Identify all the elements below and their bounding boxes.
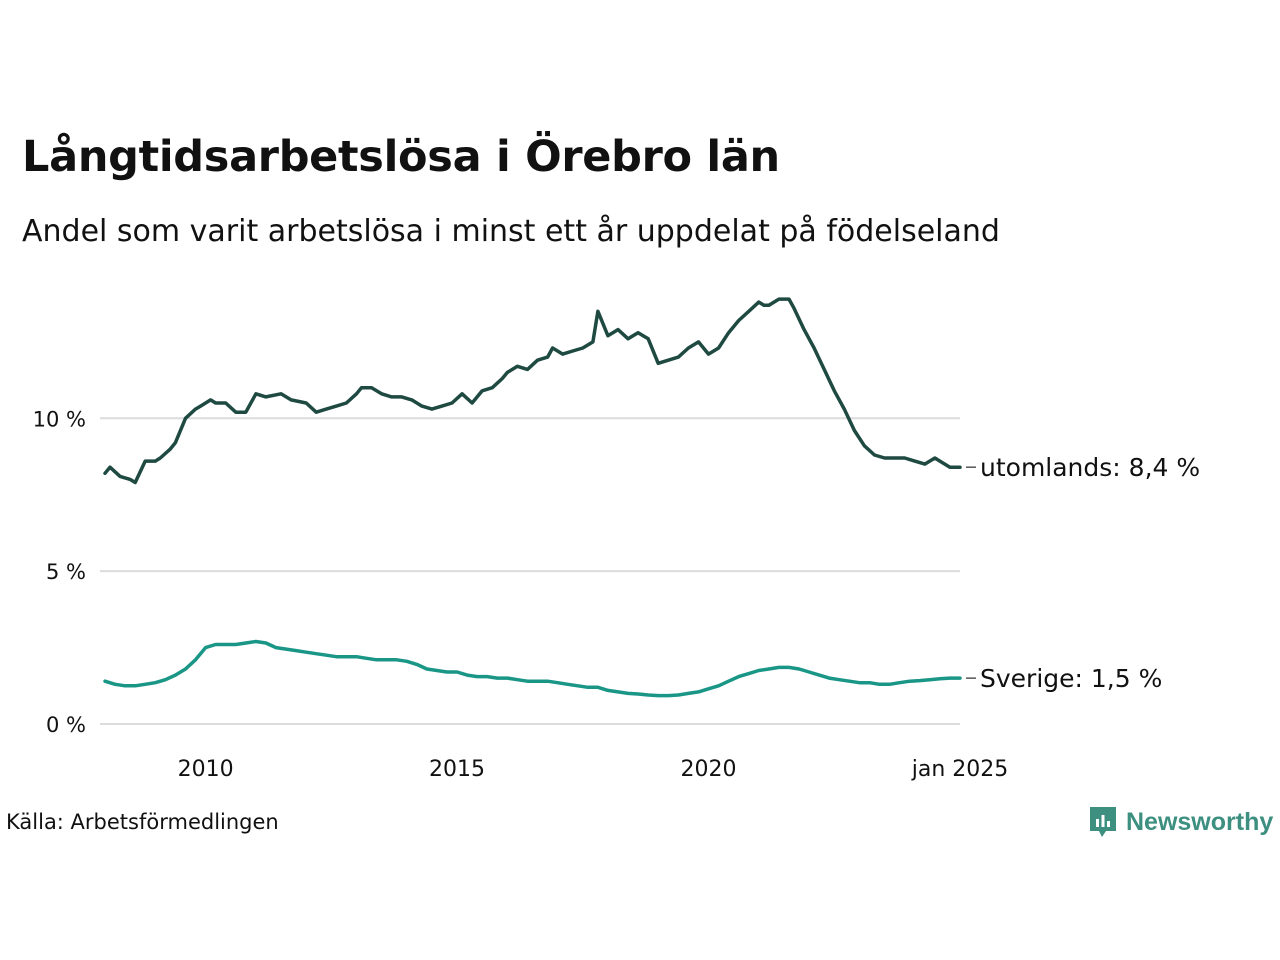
newsworthy-logo-text: Newsworthy [1126,807,1274,836]
x-tick-label: 2020 [681,757,737,782]
y-tick-label: 0 % [46,713,86,737]
y-tick-label: 10 % [33,407,86,431]
newsworthy-logo-icon [1090,807,1116,837]
x-tick-label: jan 2025 [911,757,1009,782]
series-line-sverige [103,639,962,698]
source-note: Källa: Arbetsförmedlingen [6,810,279,834]
x-tick-label: 2015 [429,757,485,782]
series-label-sverige: Sverige: 1,5 % [980,664,1162,693]
newsworthy-logo[interactable]: Newsworthy [1088,805,1273,839]
series-label-utomlands: utomlands: 8,4 % [980,453,1200,482]
y-tick-label: 5 % [46,560,86,584]
x-tick-label: 2010 [178,757,234,782]
chart-subtitle: Andel som varit arbetslösa i minst ett å… [22,214,1000,249]
series-line-utomlands [103,297,962,485]
chart-title: Långtidsarbetslösa i Örebro län [22,132,780,182]
